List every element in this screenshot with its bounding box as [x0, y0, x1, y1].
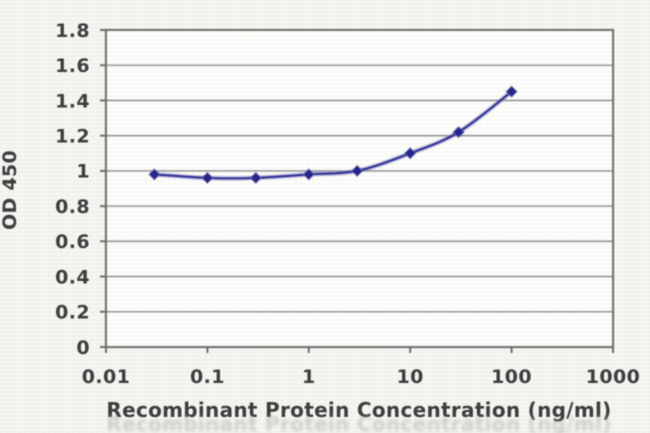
x-tick-label: 1000 — [586, 366, 640, 388]
y-tick-label: 0 — [76, 337, 90, 359]
y-tick-label: 1.6 — [55, 55, 90, 77]
x-tick-label: 10 — [397, 366, 424, 388]
x-axis-title: Recombinant Protein Concentration (ng/ml… — [106, 398, 611, 422]
data-point-marker — [505, 85, 518, 98]
x-tick-label: 100 — [491, 366, 532, 388]
x-tick-label: 1 — [302, 366, 316, 388]
data-point-marker — [249, 171, 262, 185]
data-point-marker — [302, 168, 315, 181]
plot-area-background — [106, 30, 613, 347]
data-point-marker — [404, 147, 417, 160]
x-tick-label: 0.1 — [190, 366, 225, 388]
data-series — [148, 85, 518, 185]
x-axis-title-ghost: Recombinant Protein Concentration (ng/ml… — [106, 412, 611, 433]
tick-labels: 0 0.2 0.4 0.6 0.8 1 1.2 1.4 1.6 1.8 0.01 0.1 1 10 100 1… — [55, 20, 640, 388]
plot-area — [106, 30, 613, 347]
axes — [100, 28, 615, 353]
data-point-marker — [201, 171, 214, 185]
y-tick-label: 0.4 — [55, 266, 90, 288]
y-tick-label: 0.6 — [55, 231, 90, 253]
y-axis-title: OD 450 — [0, 150, 21, 230]
y-tick-label: 1.2 — [55, 126, 90, 148]
plot-border — [104, 28, 615, 349]
y-tick-label: 0.8 — [55, 196, 90, 218]
data-point-marker — [351, 164, 364, 177]
y-tick-label: 0.2 — [55, 302, 90, 324]
chart-root: 0 0.2 0.4 0.6 0.8 1 1.2 1.4 1.6 1.8 0.01 0.1 1 10 100 1… — [0, 20, 640, 433]
y-tick-label: 1 — [76, 161, 90, 183]
y-tick-label: 1.4 — [55, 90, 90, 112]
data-point-marker — [148, 168, 161, 181]
x-tick-label: 0.01 — [82, 366, 130, 388]
y-tick-label: 1.8 — [55, 20, 90, 42]
data-point-marker — [452, 126, 465, 139]
